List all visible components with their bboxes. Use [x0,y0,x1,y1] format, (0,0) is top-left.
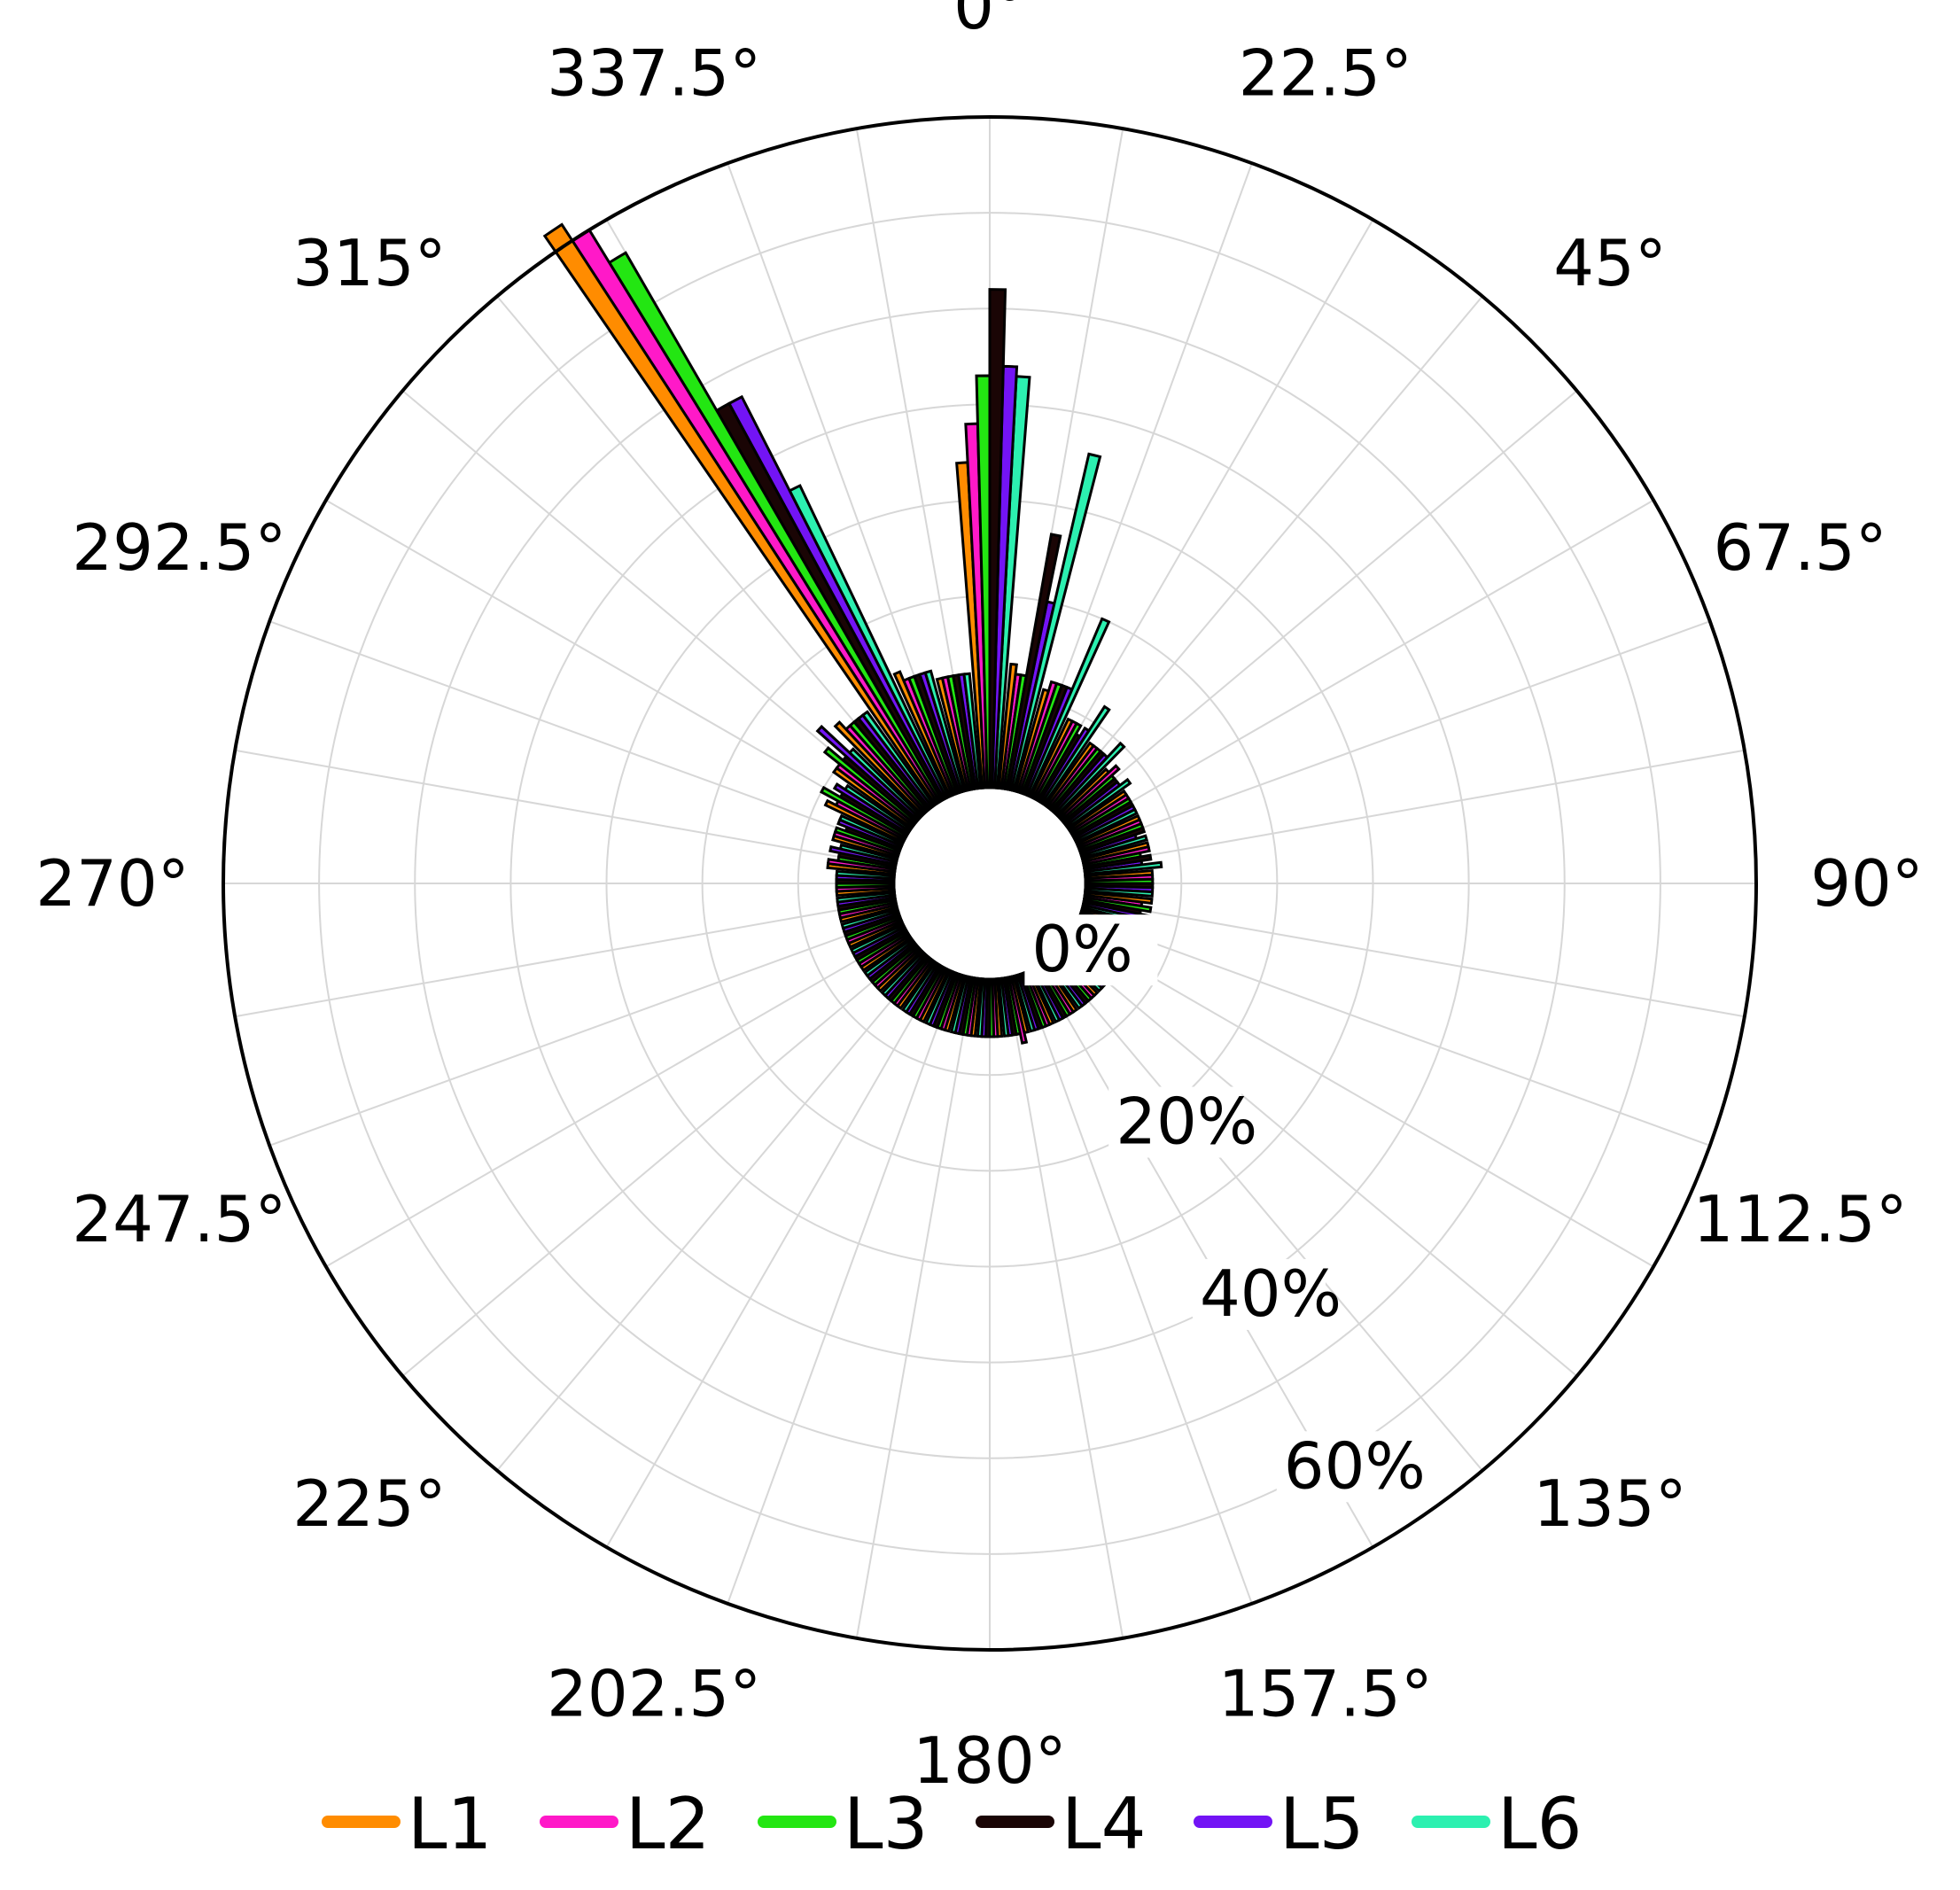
legend-item-label: L1 [408,1783,492,1865]
grid-spoke [268,915,900,1147]
grid-spoke [1005,977,1124,1639]
grid-spoke [1050,295,1483,811]
grid-spoke [1022,973,1253,1605]
grid-spoke [1062,390,1578,823]
grid-spoke [1072,930,1654,1268]
grid-spoke [401,944,917,1377]
grid-spoke [1084,898,1746,1018]
grid-spoke [325,930,907,1268]
bar-l5 [727,394,948,802]
bar-l3 [607,251,944,804]
grid-spoke [1062,944,1578,1377]
radial-label-bg [1276,1431,1410,1503]
radial-label-bg [1108,1086,1242,1158]
grid-spoke [1079,915,1711,1147]
radial-ticks: 0% 20% 40% 60% [1024,912,1426,1503]
bar-layer [542,222,1163,1045]
angle-tick-label: 180° [913,1723,1066,1798]
legend-item-label: L2 [626,1783,710,1865]
grid-spoke [234,898,896,1018]
angle-tick-label: 270° [35,846,189,921]
angle-tick-label: 90° [1810,846,1924,921]
grid-spoke [1079,620,1711,852]
grid-spoke [1050,956,1483,1472]
legend: L1 L2 L3 L4 L5 L6 [322,1783,1582,1865]
angle-tick-label: 135° [1533,1466,1686,1541]
radial-tick-label: 40% [1200,1256,1342,1331]
grid-spoke [1084,749,1746,868]
angle-tick-label: 45° [1553,226,1667,300]
grid-spoke [855,977,975,1639]
angle-tick-label: 157.5° [1218,1657,1433,1731]
grid-spoke [496,956,929,1472]
angular-ticks: 0° 22.5° 45° 67.5° 90° 112.5° 135° 157.5° 180° 20… [35,0,1924,1798]
grid-spoke [268,620,900,852]
angle-tick-label: 67.5° [1713,510,1886,585]
bar-l1 [542,222,940,806]
radial-tick-label: 0% [1031,912,1132,986]
grid-spoke [325,499,907,836]
radial-tick-label: 60% [1284,1428,1426,1503]
angle-tick-label: 292.5° [72,510,286,585]
legend-item-label: L6 [1497,1783,1582,1865]
grid-spoke [234,749,896,868]
angle-tick-label: 112.5° [1693,1182,1908,1256]
grid-spoke [1072,499,1654,836]
angle-tick-label: 337.5° [547,35,761,110]
radial-label-bg [1192,1258,1326,1330]
angle-tick-label: 202.5° [547,1657,761,1731]
polar-grid [223,117,1756,1650]
hole-ring [892,786,1087,981]
legend-item-label: L3 [844,1783,928,1865]
angle-tick-label: 0° [953,0,1026,43]
legend-item-label: L5 [1279,1783,1364,1865]
angle-tick-label: 247.5° [72,1182,286,1256]
legend-item-label: L4 [1062,1783,1146,1865]
radial-label-bg [1024,914,1158,986]
outer-ring [222,115,1758,1652]
angle-tick-label: 315° [292,226,446,300]
angle-tick-label: 225° [292,1466,446,1541]
angle-tick-label: 22.5° [1239,35,1412,110]
grid-spoke [727,973,958,1605]
grid-spoke [1037,219,1374,801]
grid-spoke [605,966,943,1548]
radial-tick-label: 20% [1116,1085,1257,1159]
